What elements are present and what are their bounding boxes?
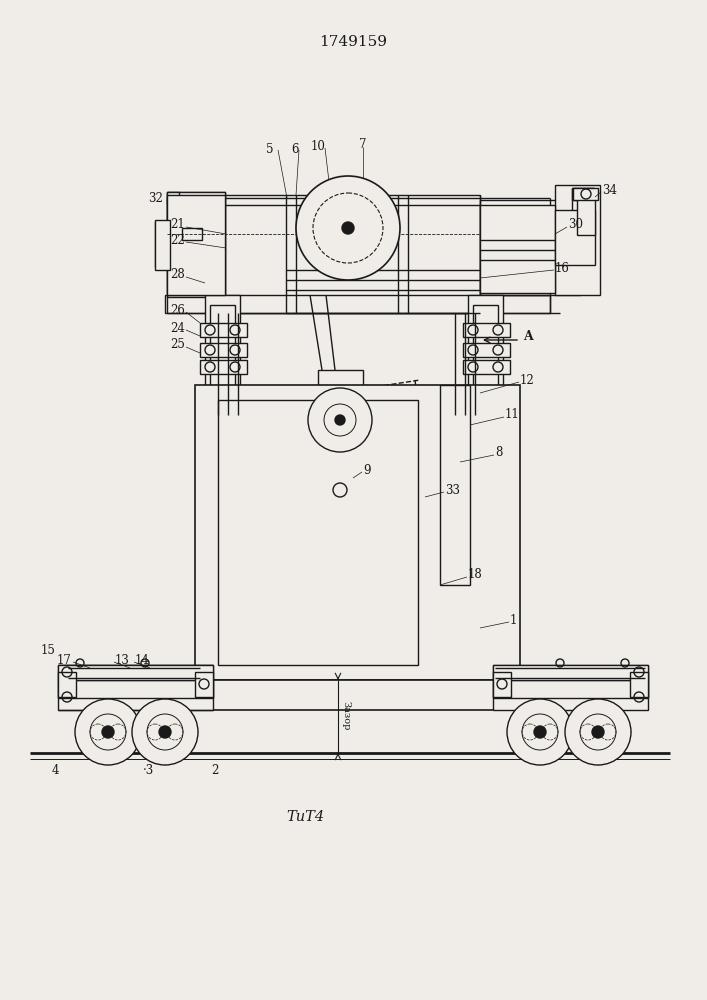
Bar — [572, 188, 594, 200]
Bar — [463, 360, 510, 374]
Circle shape — [507, 699, 573, 765]
Bar — [167, 192, 225, 297]
Text: 6: 6 — [291, 143, 299, 156]
Bar — [493, 680, 648, 698]
Bar — [167, 195, 225, 295]
Text: 17: 17 — [57, 654, 72, 666]
Bar — [130, 680, 580, 710]
Bar — [630, 672, 648, 697]
Circle shape — [534, 726, 546, 738]
Bar — [58, 672, 76, 697]
Circle shape — [159, 726, 171, 738]
Bar — [155, 220, 170, 270]
Text: 25: 25 — [170, 338, 185, 352]
Bar — [225, 195, 480, 313]
Text: 13: 13 — [115, 654, 130, 666]
Circle shape — [132, 699, 198, 765]
Text: 4: 4 — [51, 764, 59, 776]
Bar — [318, 370, 363, 425]
Text: 2: 2 — [211, 764, 218, 776]
Text: 18: 18 — [468, 568, 483, 582]
Bar — [463, 323, 510, 337]
Bar — [577, 195, 595, 235]
Text: 12: 12 — [520, 373, 534, 386]
Bar — [480, 205, 555, 293]
Circle shape — [75, 699, 141, 765]
Text: 7: 7 — [359, 138, 367, 151]
Bar — [473, 305, 498, 405]
Bar — [200, 323, 247, 337]
Text: 15: 15 — [40, 644, 55, 656]
Circle shape — [102, 726, 114, 738]
Text: 9: 9 — [363, 464, 370, 477]
Circle shape — [592, 726, 604, 738]
Bar — [205, 295, 240, 415]
Bar — [493, 665, 648, 680]
Text: Зазор: Зазор — [341, 701, 350, 731]
Bar — [555, 185, 600, 295]
Circle shape — [296, 176, 400, 280]
Text: 10: 10 — [310, 140, 325, 153]
Bar — [58, 680, 213, 698]
Text: ·3: ·3 — [142, 764, 153, 776]
Bar — [182, 228, 202, 240]
Bar — [573, 188, 598, 200]
Text: 8: 8 — [495, 446, 503, 460]
Circle shape — [335, 415, 345, 425]
Circle shape — [342, 222, 354, 234]
Bar — [155, 222, 170, 267]
Bar — [463, 343, 510, 357]
Text: 30: 30 — [568, 219, 583, 232]
Text: 14: 14 — [135, 654, 150, 666]
Bar — [165, 295, 550, 313]
Bar — [493, 665, 648, 710]
Text: 28: 28 — [170, 268, 185, 282]
Text: 34: 34 — [602, 184, 617, 196]
Text: 21: 21 — [170, 219, 185, 232]
Text: 26: 26 — [170, 304, 185, 316]
Circle shape — [565, 699, 631, 765]
Bar — [218, 400, 418, 665]
Text: 1: 1 — [510, 613, 518, 626]
Text: 1749159: 1749159 — [319, 35, 387, 49]
Bar — [210, 305, 235, 405]
Text: A: A — [523, 330, 533, 342]
Bar — [58, 665, 213, 680]
Bar — [200, 343, 247, 357]
Bar — [195, 385, 520, 680]
Circle shape — [308, 388, 372, 452]
Text: 24: 24 — [170, 322, 185, 334]
Text: 11: 11 — [505, 408, 520, 422]
Bar — [323, 420, 358, 480]
Bar — [58, 665, 213, 710]
Bar — [167, 192, 225, 204]
Text: ΤиТ4: ΤиТ4 — [286, 810, 324, 824]
Bar — [555, 210, 595, 265]
Text: 16: 16 — [555, 261, 570, 274]
Bar — [200, 360, 247, 374]
Bar — [468, 295, 503, 415]
Text: 5: 5 — [267, 143, 274, 156]
Text: 33: 33 — [445, 484, 460, 496]
Bar — [167, 192, 179, 267]
Bar — [440, 385, 470, 585]
Bar — [572, 188, 594, 223]
Text: 32: 32 — [148, 192, 163, 205]
Text: 22: 22 — [170, 233, 185, 246]
Bar — [195, 672, 213, 697]
Bar — [493, 672, 511, 697]
Bar — [480, 200, 580, 295]
